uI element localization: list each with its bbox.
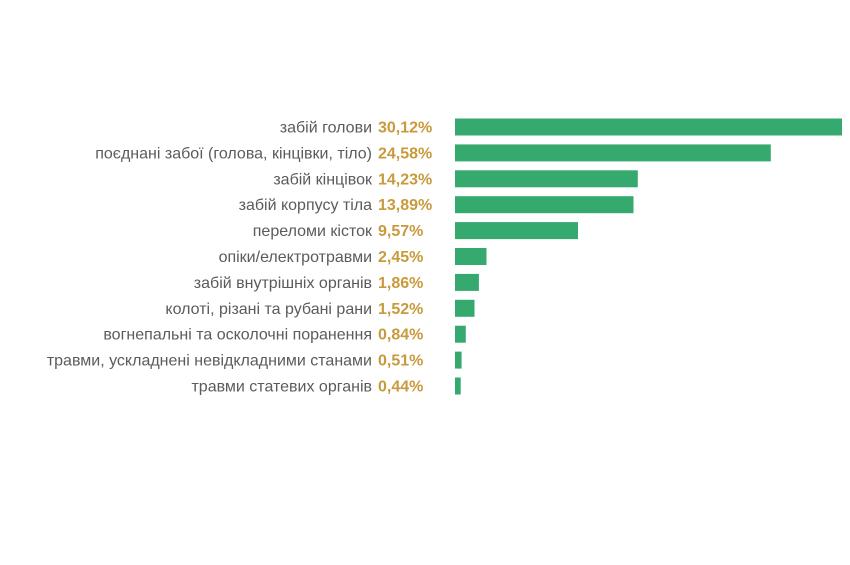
- value-label: 14,23%: [378, 171, 432, 188]
- category-label: забій внутрішніх органів: [194, 275, 372, 292]
- value-label: 0,44%: [378, 379, 423, 396]
- category-label: поєднані забої (голова, кінцівки, тіло): [95, 145, 372, 162]
- category-labels: забій голови поєднані забої (голова, кінц…: [47, 120, 373, 396]
- value-label: 1,86%: [378, 275, 423, 292]
- value-label: 0,51%: [378, 353, 423, 370]
- value-label: 30,12%: [378, 120, 432, 137]
- category-label: колоті, різані та рубані рани: [165, 301, 372, 318]
- bar: [455, 144, 771, 162]
- value-label: 24,58%: [378, 145, 432, 162]
- value-label: 9,57%: [378, 223, 423, 240]
- category-label: травми, ускладнені невідкладними станами: [47, 353, 372, 370]
- value-label: 1,52%: [378, 301, 423, 318]
- bar: [455, 273, 479, 291]
- category-label: забій голови: [280, 120, 372, 137]
- category-label: опіки/електротравми: [219, 249, 372, 266]
- bar: [455, 222, 578, 240]
- bar: [455, 248, 487, 265]
- value-label: 13,89%: [378, 197, 432, 214]
- value-labels: 30,12% 24,58% 14,23% 13,89% 9,57% 2,45% 1,86% 1…: [378, 120, 432, 396]
- value-label: 0,84%: [378, 327, 423, 344]
- bar: [455, 170, 638, 188]
- category-label: вогнепальні та осколочні поранення: [103, 327, 372, 344]
- bar: [455, 299, 475, 317]
- category-label: переломи кісток: [253, 223, 373, 240]
- bar: [455, 196, 634, 214]
- bar: [455, 351, 462, 369]
- bar: [455, 377, 461, 395]
- category-label: забій корпусу тіла: [239, 197, 372, 214]
- category-label: забій кінцівок: [273, 171, 373, 188]
- category-label: травми статевих органів: [191, 379, 372, 396]
- bar: [455, 118, 842, 136]
- value-label: 2,45%: [378, 249, 423, 266]
- bars: [455, 118, 842, 395]
- bar: [455, 325, 466, 343]
